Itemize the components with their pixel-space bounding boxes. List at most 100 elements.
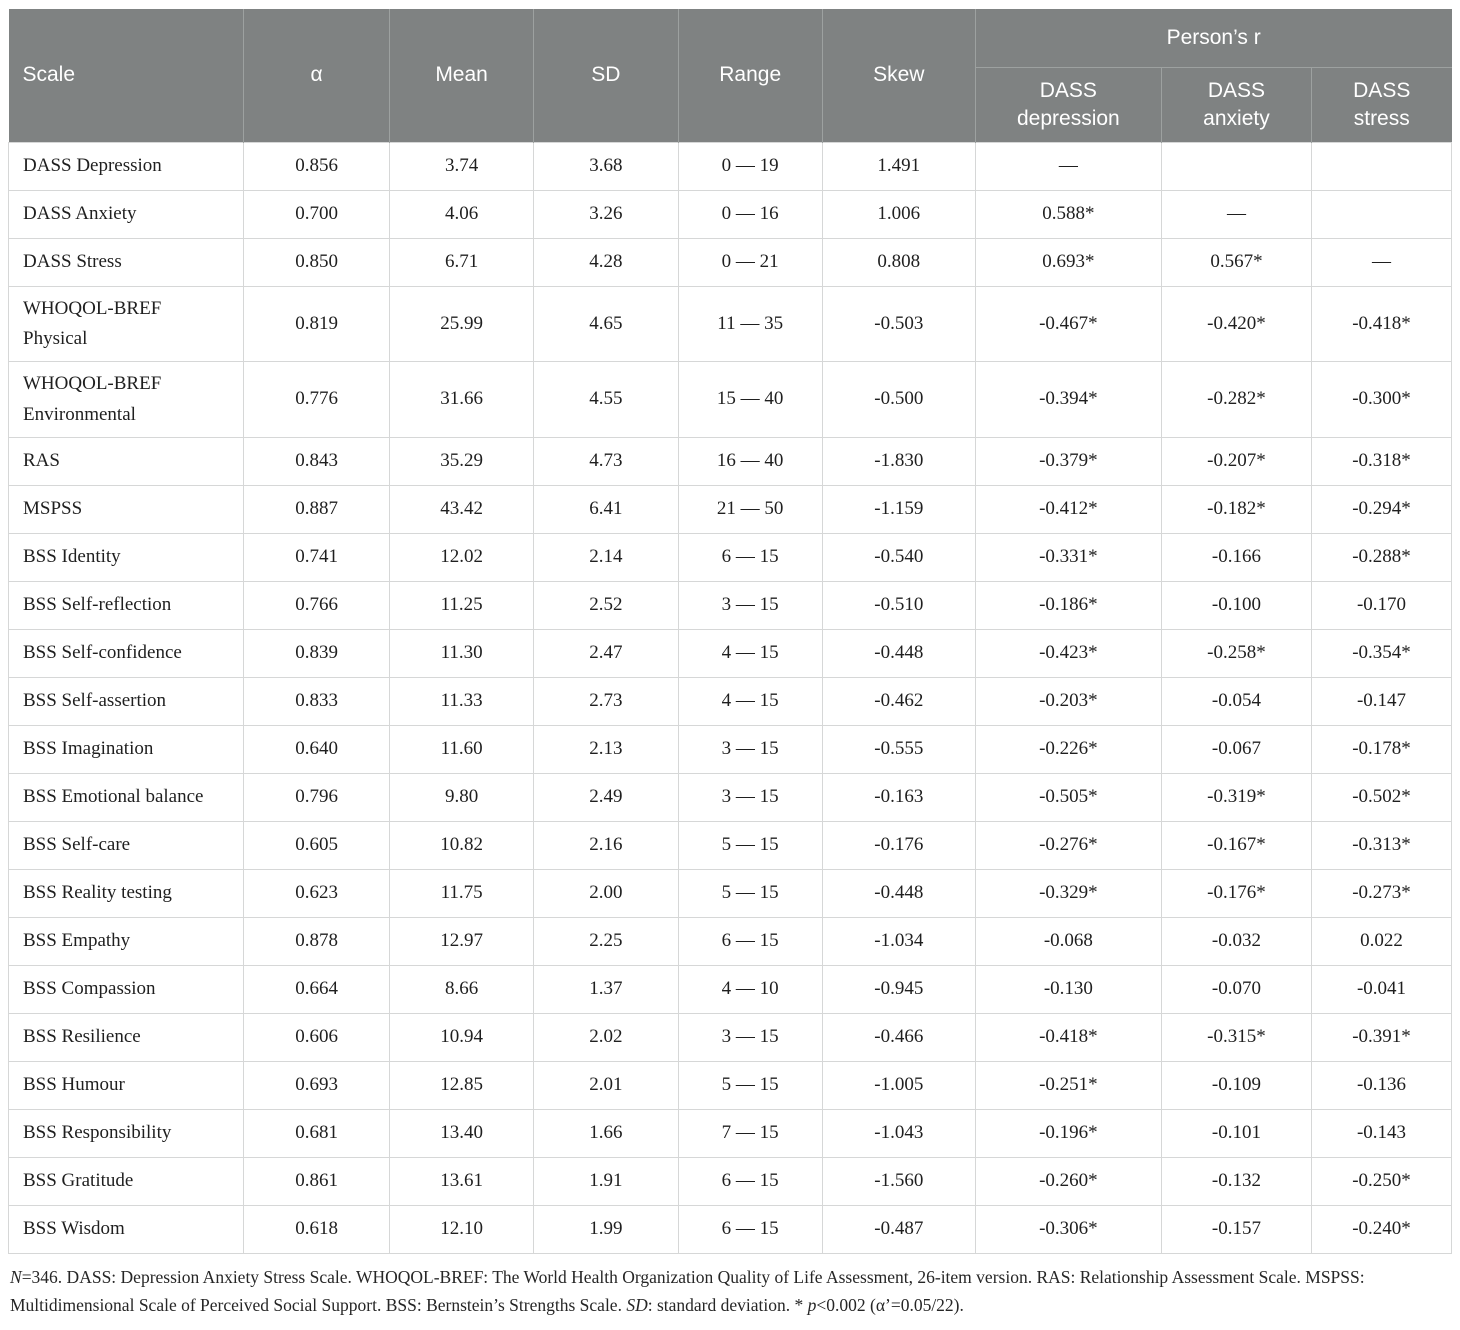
value-cell: 0.022 bbox=[1310, 917, 1453, 967]
table-header: Scale α Mean SD Range Skew Person’s r DA… bbox=[8, 9, 1452, 142]
value-cell: -0.273* bbox=[1310, 869, 1453, 919]
value-cell: 10.82 bbox=[388, 821, 535, 871]
value-cell: 2.73 bbox=[533, 677, 679, 727]
value-cell: 2.02 bbox=[533, 1013, 679, 1063]
value-cell: -0.391* bbox=[1310, 1013, 1453, 1063]
value-cell: — bbox=[974, 141, 1162, 191]
value-cell: -1.159 bbox=[821, 485, 976, 535]
value-cell: 0.700 bbox=[243, 189, 390, 239]
column-header-scale: Scale bbox=[8, 9, 245, 142]
value-cell: 0 — 19 bbox=[677, 141, 823, 191]
value-cell: -0.315* bbox=[1160, 1013, 1312, 1063]
value-cell: 0.861 bbox=[243, 1157, 390, 1207]
value-cell: 11.75 bbox=[388, 869, 535, 919]
value-cell: 0.839 bbox=[243, 629, 390, 679]
value-cell: -0.394* bbox=[974, 361, 1162, 439]
table-row: BSS Self-care 0.605 10.82 2.16 5 — 15 -0.176-… bbox=[7, 821, 1453, 871]
value-cell: -0.319* bbox=[1160, 773, 1312, 823]
value-cell: 2.01 bbox=[533, 1061, 679, 1111]
value-cell: 3 — 15 bbox=[677, 725, 823, 775]
value-cell: -0.448 bbox=[821, 869, 976, 919]
value-cell: -0.251* bbox=[974, 1061, 1162, 1111]
value-cell: 21 — 50 bbox=[677, 485, 823, 535]
value-cell: -0.182* bbox=[1160, 485, 1312, 535]
value-cell: 31.66 bbox=[388, 361, 535, 439]
value-cell: -0.186* bbox=[974, 581, 1162, 631]
column-header-dass-anxiety: DASS anxiety bbox=[1161, 67, 1312, 142]
value-cell: -1.560 bbox=[821, 1157, 976, 1207]
footnote-segment: N bbox=[10, 1267, 22, 1288]
value-cell: 3.68 bbox=[533, 141, 679, 191]
value-cell: 0.796 bbox=[243, 773, 390, 823]
value-cell: 11.33 bbox=[388, 677, 535, 727]
value-cell: 0.588* bbox=[974, 189, 1162, 239]
value-cell: -0.306* bbox=[974, 1205, 1162, 1255]
value-cell: 4 — 15 bbox=[677, 677, 823, 727]
value-cell: 0.623 bbox=[243, 869, 390, 919]
value-cell bbox=[1160, 141, 1312, 191]
value-cell: 2.52 bbox=[533, 581, 679, 631]
scale-cell: BSS Self-reflection bbox=[7, 581, 245, 631]
value-cell: -0.276* bbox=[974, 821, 1162, 871]
value-cell: 0.808 bbox=[821, 237, 976, 287]
value-cell: 0 — 21 bbox=[677, 237, 823, 287]
scale-cell: MSPSS bbox=[7, 485, 245, 535]
value-cell: -0.132 bbox=[1160, 1157, 1312, 1207]
value-cell: 0.618 bbox=[243, 1205, 390, 1255]
value-cell: 3 — 15 bbox=[677, 773, 823, 823]
scale-cell: BSS Gratitude bbox=[7, 1157, 245, 1207]
table-row: DASS Anxiety 0.700 4.06 3.26 0 — 16 1.006 0.58… bbox=[7, 189, 1453, 239]
value-cell: -0.157 bbox=[1160, 1205, 1312, 1255]
value-cell: 6 — 15 bbox=[677, 1205, 823, 1255]
value-cell: -0.540 bbox=[821, 533, 976, 583]
value-cell: 0.605 bbox=[243, 821, 390, 871]
table-row: BSS Imagination 0.640 11.60 2.13 3 — 15 -0.55… bbox=[7, 725, 1453, 775]
column-header-sd: SD bbox=[533, 9, 679, 142]
value-cell: -0.487 bbox=[821, 1205, 976, 1255]
scale-cell: DASS Depression bbox=[7, 141, 245, 191]
scale-cell: BSS Wisdom bbox=[7, 1205, 245, 1255]
value-cell: 3.74 bbox=[388, 141, 535, 191]
value-cell: -0.379* bbox=[974, 437, 1162, 487]
scale-cell: BSS Self-confidence bbox=[7, 629, 245, 679]
table-row: DASS Stress 0.850 6.71 4.28 0 — 21 0.808 0.693… bbox=[7, 237, 1453, 287]
value-cell: -0.163 bbox=[821, 773, 976, 823]
value-cell: -0.166 bbox=[1160, 533, 1312, 583]
value-cell: -0.329* bbox=[974, 869, 1162, 919]
value-cell: 1.006 bbox=[821, 189, 976, 239]
value-cell: -1.830 bbox=[821, 437, 976, 487]
column-header-range: Range bbox=[678, 9, 823, 142]
table-row: WHOQOL-BREF Physical 0.819 25.99 4.65 11 — 3… bbox=[7, 285, 1453, 363]
value-cell: 16 — 40 bbox=[677, 437, 823, 487]
value-cell: -0.054 bbox=[1160, 677, 1312, 727]
table-row: BSS Responsibility 0.681 13.40 1.66 7 — 15 -1… bbox=[7, 1109, 1453, 1159]
scale-cell: WHOQOL-BREF Physical bbox=[7, 285, 245, 363]
column-header-dass-stress: DASS stress bbox=[1311, 67, 1452, 142]
value-cell bbox=[1310, 189, 1453, 239]
value-cell: 11.60 bbox=[388, 725, 535, 775]
value-cell: -0.196* bbox=[974, 1109, 1162, 1159]
value-cell: 1.99 bbox=[533, 1205, 679, 1255]
value-cell: -0.945 bbox=[821, 965, 976, 1015]
value-cell: -0.282* bbox=[1160, 361, 1312, 439]
value-cell: -0.130 bbox=[974, 965, 1162, 1015]
scale-cell: BSS Emotional balance bbox=[7, 773, 245, 823]
value-cell: 6 — 15 bbox=[677, 917, 823, 967]
scale-cell: BSS Identity bbox=[7, 533, 245, 583]
value-cell: -0.041 bbox=[1310, 965, 1453, 1015]
value-cell: 8.66 bbox=[388, 965, 535, 1015]
value-cell: -0.503 bbox=[821, 285, 976, 363]
value-cell: 5 — 15 bbox=[677, 821, 823, 871]
value-cell: 0.681 bbox=[243, 1109, 390, 1159]
table-row: BSS Wisdom 0.618 12.10 1.99 6 — 15 -0.487 -0.3… bbox=[7, 1205, 1453, 1255]
value-cell: -0.167* bbox=[1160, 821, 1312, 871]
table-row: MSPSS 0.887 43.42 6.41 21 — 50 -1.159 -0.412* -… bbox=[7, 485, 1453, 535]
value-cell: 35.29 bbox=[388, 437, 535, 487]
value-cell: 4.73 bbox=[533, 437, 679, 487]
value-cell: -0.502* bbox=[1310, 773, 1453, 823]
value-cell: — bbox=[1160, 189, 1312, 239]
table-row: DASS Depression 0.856 3.74 3.68 0 — 19 1.491— bbox=[7, 141, 1453, 191]
value-cell: -0.331* bbox=[974, 533, 1162, 583]
value-cell: -1.043 bbox=[821, 1109, 976, 1159]
scale-cell: BSS Compassion bbox=[7, 965, 245, 1015]
